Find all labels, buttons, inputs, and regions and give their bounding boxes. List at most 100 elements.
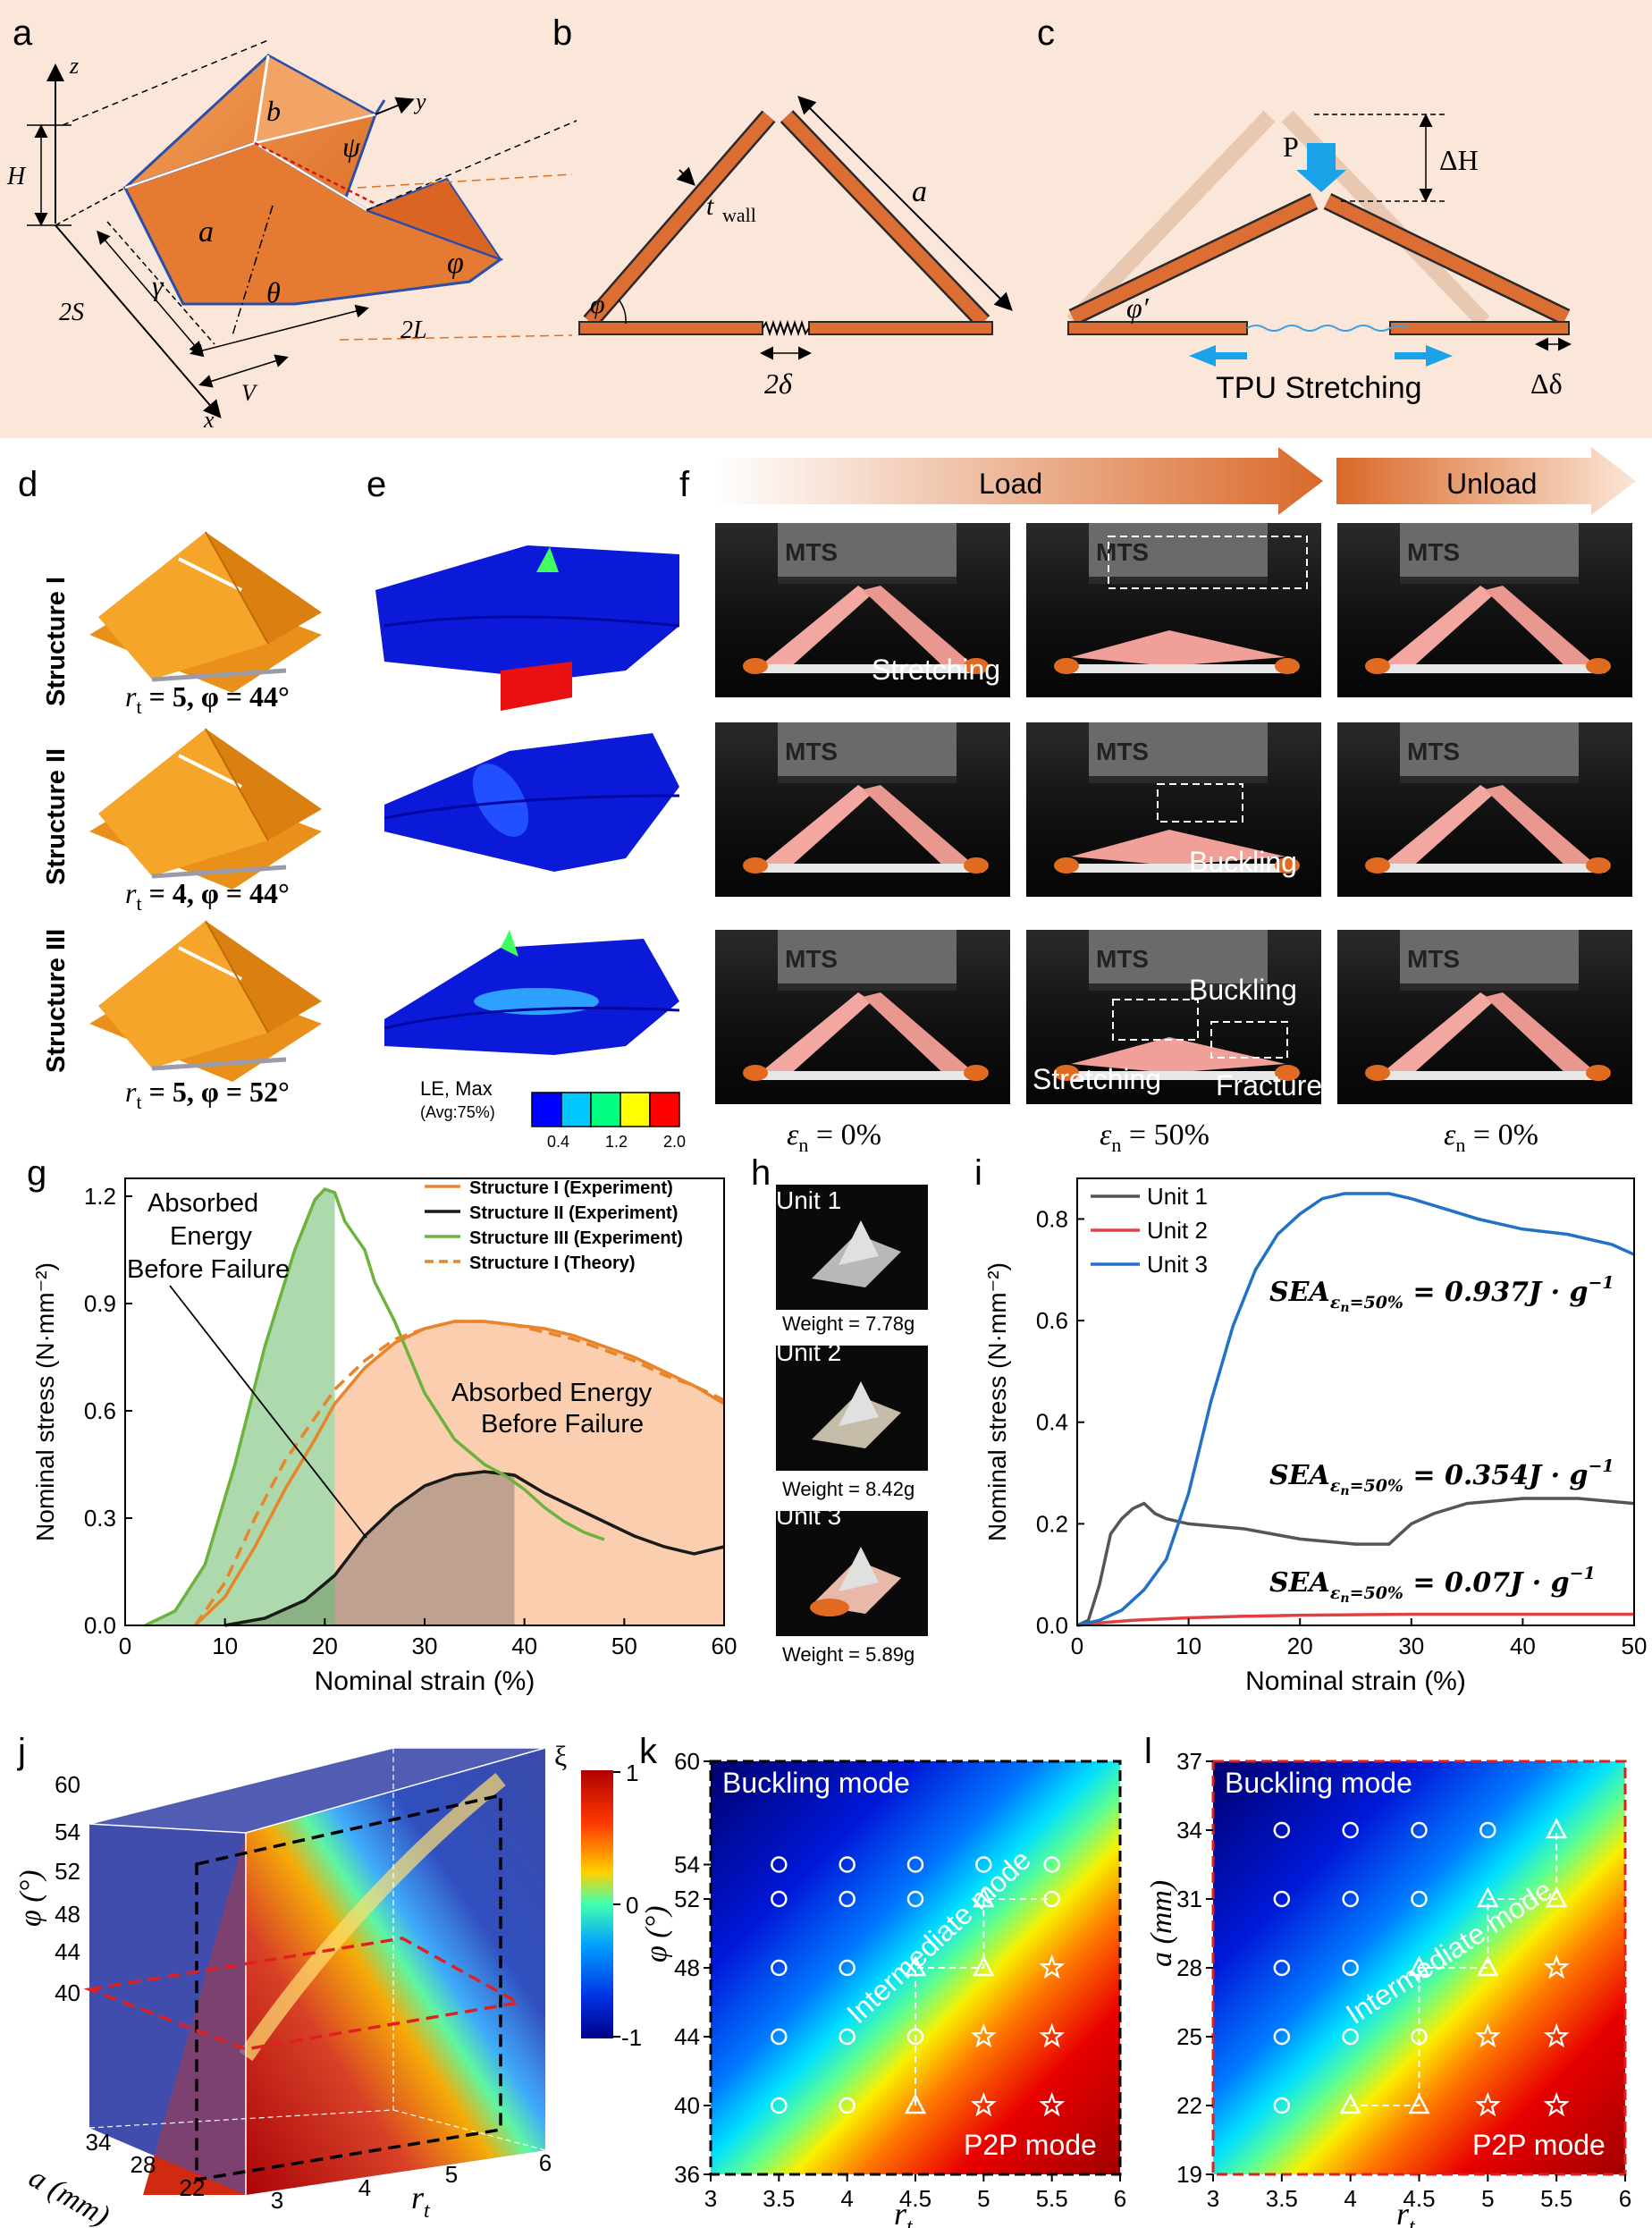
- svg-text:2S: 2S: [59, 299, 84, 326]
- svg-text:TPU Stretching: TPU Stretching: [1216, 371, 1422, 405]
- svg-text:φ: φ: [447, 247, 464, 280]
- structure-model-2: [89, 728, 322, 890]
- annotation-leader: [169, 1285, 367, 1539]
- legend-label: Unit 2: [1147, 1217, 1208, 1244]
- sea-unit1: SEAεn=50% = 0.354J · g−1: [1269, 1456, 1614, 1498]
- left-arrow-icon: [1189, 345, 1247, 367]
- panel-b: b 2δ a t wall φ: [552, 13, 1013, 400]
- buckling-marker: [771, 2028, 788, 2046]
- svg-text:a (mm): a (mm): [1145, 1880, 1178, 1967]
- intermediate-boundary: [1350, 1830, 1558, 2106]
- panel-label-l: l: [1144, 1732, 1152, 1771]
- p2p-marker: [1543, 1954, 1570, 1979]
- panel-label-a: a: [13, 13, 33, 53]
- buckling-marker: [839, 1856, 856, 1873]
- rt-tick-label: 4: [358, 2174, 371, 2201]
- strain-label-3: εn = 0%: [1444, 1118, 1538, 1156]
- svg-text:Unit 3: Unit 3: [776, 1502, 841, 1530]
- buckling-marker: [1411, 1821, 1428, 1839]
- k-slice-outline: [195, 1793, 502, 2182]
- rt-tick-label: 3: [271, 2187, 283, 2214]
- svg-text:ψ: ψ: [342, 131, 361, 163]
- series-line: [144, 1186, 605, 1627]
- svg-text:b: b: [266, 95, 281, 127]
- sea-unit3: SEAεn=50% = 0.937J · g−1: [1269, 1273, 1614, 1315]
- buckling-marker: [771, 2097, 788, 2114]
- svg-text:1.2: 1.2: [605, 1133, 628, 1151]
- series-line: [224, 1470, 725, 1627]
- x-tick-label: 3: [704, 2185, 717, 2212]
- x-tick-label: 30: [1398, 1633, 1424, 1659]
- svg-text:2L: 2L: [400, 316, 427, 344]
- buckling-marker: [906, 1856, 924, 1873]
- y-tick-label: 25: [1176, 2023, 1202, 2050]
- buckling-marker: [1342, 2028, 1359, 2046]
- x-tick-label: 20: [312, 1633, 338, 1659]
- buckling-marker: [839, 2097, 856, 2114]
- panel-label-f: f: [679, 465, 690, 504]
- x-tick-label: 0: [119, 1633, 131, 1659]
- x-tick-label: 40: [1510, 1633, 1536, 1659]
- svg-text:Δδ: Δδ: [1530, 367, 1563, 400]
- j-rt-label: rt: [411, 2180, 431, 2223]
- svg-text:Stretching: Stretching: [872, 654, 1000, 686]
- x-tick-label: 30: [412, 1633, 438, 1659]
- phi-tick-label: 44: [55, 1938, 80, 1965]
- load-arrow: [715, 447, 1323, 515]
- buckling-marker: [839, 2028, 856, 2046]
- colorbar-cell: [649, 1092, 680, 1127]
- phi-tick-label: 48: [55, 1901, 80, 1928]
- structure-1-params: rt = 5, φ = 44°: [125, 680, 290, 718]
- svg-text:Stretching: Stretching: [1032, 1063, 1161, 1095]
- y-tick-label: 31: [1176, 1886, 1202, 1912]
- compression-photo: MTS: [715, 523, 1010, 697]
- unload-arrow: [1336, 447, 1636, 515]
- x-tick-label: 4.5: [1403, 2185, 1435, 2212]
- colorbar-cell: [620, 1092, 651, 1127]
- panel-label-d: d: [18, 465, 38, 504]
- stretching-box: [1112, 999, 1199, 1041]
- phi-tick-label: 52: [55, 1858, 80, 1885]
- panel-label-b: b: [552, 13, 572, 53]
- zoom-box: [1108, 536, 1308, 589]
- y-tick-label: 48: [674, 1954, 700, 1981]
- l-xlabel: rt: [1396, 2196, 1416, 2228]
- svg-text:φ′: φ′: [1126, 291, 1150, 324]
- svg-text:P: P: [1283, 131, 1299, 163]
- phi-tick-label: 40: [55, 1979, 80, 2006]
- mts-label: MTS: [785, 738, 838, 765]
- y-tick-label: 0.3: [84, 1505, 116, 1532]
- svg-text:y: y: [413, 89, 426, 114]
- compression-photo: MTS: [1026, 930, 1321, 1104]
- buckling-marker: [1273, 2028, 1291, 2046]
- y-tick-label: 0.9: [84, 1290, 116, 1317]
- svg-text:Buckling: Buckling: [1189, 846, 1297, 878]
- fe-colorbar: [531, 1092, 680, 1127]
- sea-unit2: SEAεn=50% = 0.07J · g−1: [1269, 1564, 1596, 1606]
- y-tick-label: 0.0: [84, 1612, 116, 1639]
- panel-h: h Unit 1 Unit 2 Unit 3 Weight = 7.78g We…: [751, 1153, 928, 1666]
- panel-label-g: g: [27, 1153, 46, 1193]
- svg-text:φ (°): φ (°): [14, 1869, 47, 1927]
- colorbar-cell: [590, 1092, 621, 1127]
- x-tick-label: 5: [1481, 2185, 1494, 2212]
- svg-text:0: 0: [626, 1892, 638, 1919]
- svg-text:ξ: ξ: [554, 1740, 567, 1772]
- svg-text:a (mm): a (mm): [23, 2161, 115, 2228]
- intermediate-marker: [1546, 1886, 1568, 1908]
- a-tick-label: 34: [86, 2129, 112, 2156]
- rt-tick-label: 6: [539, 2149, 552, 2176]
- x-tick-label: 50: [611, 1633, 637, 1659]
- compression-photo: MTS: [715, 930, 1010, 1104]
- svg-text:Absorbed: Absorbed: [148, 1189, 258, 1218]
- svg-text:Weight = 5.89g: Weight = 5.89g: [782, 1643, 914, 1666]
- svg-text:t: t: [706, 191, 714, 221]
- xi-colorbar: [581, 1770, 613, 2038]
- compression-photo: MTS: [1337, 930, 1632, 1104]
- svg-text:Buckling mode: Buckling mode: [722, 1767, 910, 1799]
- y-tick-label: 52: [674, 1886, 700, 1912]
- x-axis-label: Nominal strain (%): [1245, 1667, 1466, 1696]
- fe-model-1: [375, 545, 680, 711]
- panel-label-j: j: [17, 1732, 26, 1771]
- panel-i: i 0 10 20 30 40 50 0.0 0.2 0.4 0.6 0.8 Nominal stra…: [974, 1153, 1647, 1696]
